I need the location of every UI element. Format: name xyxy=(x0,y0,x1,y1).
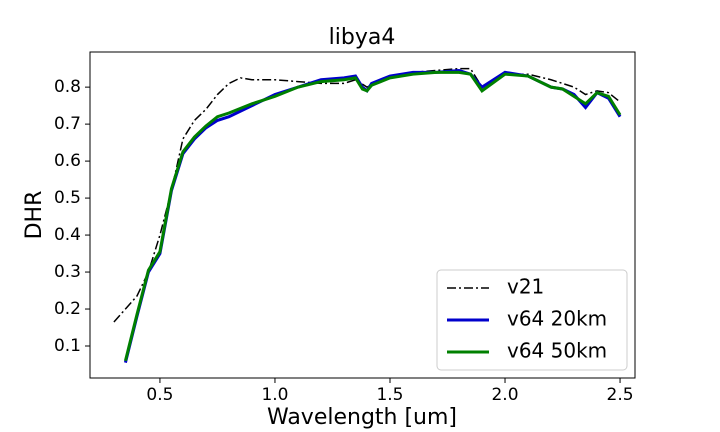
legend-label: v64 20km xyxy=(507,307,607,331)
y-tick-label: 0.6 xyxy=(54,151,81,171)
legend-box xyxy=(436,269,628,371)
x-tick-label: 2.5 xyxy=(607,385,634,405)
y-tick-label: 0.1 xyxy=(54,336,81,356)
legend-label: v64 50km xyxy=(507,339,607,363)
x-tick-label: 1.0 xyxy=(261,385,288,405)
x-axis-label: Wavelength [um] xyxy=(267,405,457,430)
x-tick-label: 1.5 xyxy=(376,385,403,405)
y-axis-label: DHR xyxy=(22,191,47,240)
x-tick-label: 0.5 xyxy=(146,385,173,405)
y-tick-label: 0.8 xyxy=(54,77,81,97)
y-tick-label: 0.2 xyxy=(54,299,81,319)
plot-frame xyxy=(89,51,636,379)
chart-title: libya4 xyxy=(329,25,396,50)
y-tick-label: 0.5 xyxy=(54,188,81,208)
legend-label: v21 xyxy=(507,275,544,299)
y-tick-label: 0.7 xyxy=(54,114,81,134)
data-line xyxy=(113,67,621,323)
y-tick-label: 0.3 xyxy=(54,262,81,282)
x-tick-label: 2.0 xyxy=(491,385,518,405)
y-tick-label: 0.4 xyxy=(54,225,81,245)
data-line xyxy=(123,70,622,362)
